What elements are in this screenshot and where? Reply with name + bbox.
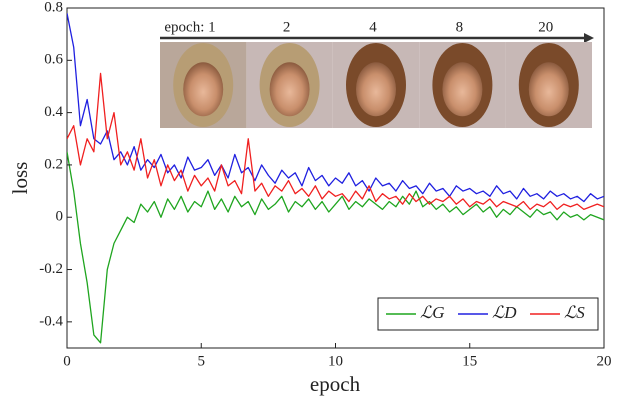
inset-label: 8 (456, 19, 464, 35)
y-tick-label: 0 (56, 209, 64, 225)
legend: ℒG ℒD ℒS (377, 297, 599, 331)
series-line (67, 72, 604, 211)
y-tick-label: 0.2 (44, 156, 63, 172)
x-tick-label: 15 (462, 353, 477, 369)
plot-area (67, 13, 604, 344)
thumbnail-face (442, 62, 483, 117)
inset-label: 4 (369, 19, 377, 35)
thumbnail-face (183, 62, 224, 117)
y-axis-title: loss (8, 162, 32, 195)
y-tick-label: 0.4 (44, 104, 63, 120)
y-tick-label: 0.6 (44, 52, 63, 68)
legend-label: ℒG (420, 303, 445, 322)
x-axis-title: epoch (310, 372, 361, 396)
x-tick-label: 10 (328, 353, 343, 369)
thumbnail-face (356, 62, 396, 117)
inset-label: epoch: 1 (164, 19, 215, 35)
thumbnail-face (269, 62, 310, 117)
inset-label: 2 (283, 19, 291, 35)
inset-label: 20 (538, 19, 553, 35)
y-tick-label: -0.4 (39, 313, 63, 329)
x-tick-label: 0 (63, 353, 71, 369)
arrow-head (584, 33, 594, 43)
y-tick-label: -0.2 (39, 261, 63, 277)
legend-label: ℒS (564, 303, 585, 322)
series-line (67, 13, 604, 203)
inset: epoch: 1 2 4 8 20 (160, 19, 594, 128)
y-tick-label: 0.8 (44, 0, 63, 15)
legend-label: ℒD (492, 303, 517, 322)
thumbnail-face (528, 62, 569, 117)
x-tick-label: 5 (198, 353, 206, 369)
x-tick-label: 20 (597, 353, 612, 369)
series-line (67, 151, 604, 344)
